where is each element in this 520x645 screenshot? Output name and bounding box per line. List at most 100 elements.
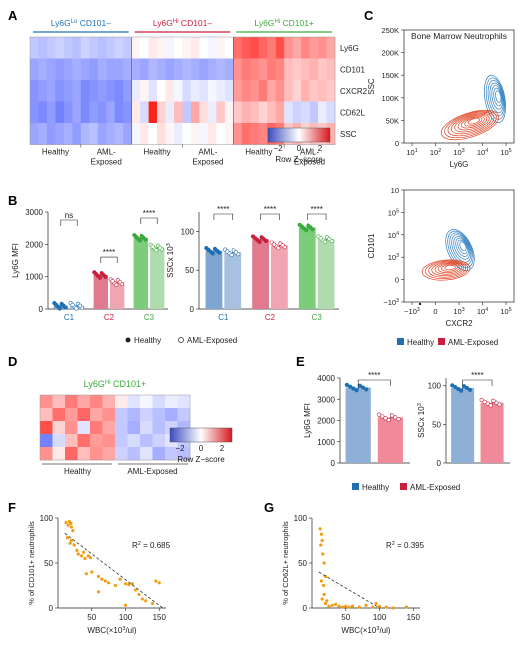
dot-aml — [150, 244, 155, 249]
legend-a-tick: −2 — [273, 144, 283, 153]
dot-healthy — [450, 383, 455, 388]
r2-label: R2 = 0.685 — [132, 541, 171, 550]
scatter-point — [144, 599, 148, 603]
heatmap-cell — [258, 37, 268, 59]
heatmap-x-label: AML- — [97, 148, 116, 157]
heatmap-cell — [182, 80, 192, 102]
significance-bracket — [213, 213, 234, 220]
heatmap-cell — [148, 123, 158, 145]
scatter-point — [123, 582, 128, 586]
heatmap-cell — [309, 80, 319, 102]
scatter-point — [357, 605, 361, 609]
dot-aml — [497, 402, 502, 407]
flow-top-xtick-label-sup: 5 — [509, 148, 512, 154]
heatmap-cell — [89, 80, 99, 102]
heatmap-cell — [97, 123, 107, 145]
dot-aml — [70, 302, 75, 307]
scatter-point — [364, 603, 368, 607]
x-tick-label: 50 — [341, 613, 350, 622]
heatmap-cell — [65, 421, 78, 435]
contour-aml — [444, 110, 497, 139]
trend-line — [318, 571, 380, 609]
heatmap-cell — [318, 37, 327, 59]
x-axis-label-tail: /ul) — [379, 626, 390, 635]
heatmap-cell — [207, 80, 217, 102]
scatter-point — [82, 550, 86, 554]
scatter-point — [150, 601, 155, 606]
heatmap-cell — [292, 37, 302, 59]
legend-d-title: Row Z−score — [177, 455, 225, 464]
dot-healthy — [453, 385, 458, 390]
flow-bottom-xtick-label-sup: 4 — [485, 307, 488, 313]
heatmap-cell — [102, 434, 116, 448]
legend-healthy-label: Healthy — [362, 483, 389, 492]
scatter-point — [75, 548, 79, 553]
heatmap-cell — [326, 80, 336, 102]
scatter-point — [66, 523, 70, 527]
heatmap-cell — [177, 395, 191, 409]
title-name: Ly6G — [84, 379, 105, 389]
scatter-point — [334, 602, 338, 607]
contour-healthy — [459, 241, 467, 252]
heatmap-cell — [165, 447, 178, 461]
heatmap-cell — [65, 395, 78, 409]
legend-healthy-swatch — [352, 483, 359, 490]
heatmap-cell — [52, 421, 66, 435]
heatmap-cell — [114, 80, 124, 102]
heatmap-cell — [55, 123, 65, 145]
dot-healthy — [101, 272, 106, 278]
contour-healthy — [483, 74, 507, 124]
event-dot — [418, 302, 422, 306]
scatter-point — [72, 543, 76, 547]
heatmap-cell — [38, 101, 48, 124]
heatmap-cell — [55, 101, 65, 124]
flow-bottom-ytick-label: 105 — [388, 208, 399, 217]
heatmap-cell — [123, 80, 132, 102]
dot-healthy — [257, 239, 262, 244]
scatter-point — [134, 588, 138, 592]
heatmap-cell — [80, 37, 90, 59]
heatmap-cell — [127, 434, 141, 448]
x-category-label: C3 — [144, 313, 155, 322]
contour-aml — [467, 117, 480, 125]
r2-label: R2 = 0.395 — [386, 541, 425, 550]
y-axis-label: Ly6G MFI — [303, 403, 312, 438]
heatmap-cell — [140, 58, 149, 81]
dot-aml — [77, 303, 83, 308]
scatter-point — [69, 521, 73, 526]
y-axis-label: SSCx 103 — [166, 243, 175, 278]
heatmap-cell — [157, 58, 166, 81]
heatmap-cell — [241, 123, 251, 145]
scatter-point — [127, 583, 131, 587]
dot-healthy — [464, 385, 470, 391]
dot-healthy — [467, 387, 473, 392]
heatmap-cell — [46, 123, 56, 145]
x-tick-label: 100 — [373, 613, 387, 622]
x-axis-label-base: WBC(×10 — [341, 626, 376, 635]
heatmap-cell — [318, 80, 327, 102]
scatter-point — [90, 570, 94, 574]
flow-bottom-ytick-label-base: 10 — [388, 208, 396, 217]
heatmap-cell — [131, 101, 141, 124]
heatmap-cell — [292, 58, 302, 81]
contour-aml — [431, 261, 465, 277]
y-tick-label: 0 — [49, 604, 54, 613]
y-tick-label: 0 — [331, 459, 336, 468]
scatter-point — [64, 520, 68, 525]
y-axis-label-sup: 3 — [417, 403, 423, 406]
heatmap-cell — [250, 80, 260, 102]
flow-bottom-xlabel: CXCR2 — [445, 319, 473, 328]
heatmap-cell — [233, 101, 243, 124]
r2-label-tail: = 0.685 — [141, 541, 171, 550]
heatmap-cell — [140, 101, 149, 124]
group-label-rest: CD101– — [77, 18, 111, 28]
dot-healthy — [344, 382, 349, 387]
heatmap-cell — [318, 58, 327, 81]
y-axis-label: Ly6G MFI — [11, 243, 20, 278]
scatter-point — [347, 605, 351, 609]
heatmap-cell — [165, 58, 175, 81]
heatmap-cell — [157, 123, 166, 145]
heatmap-cell — [114, 123, 124, 145]
contour-healthy — [455, 237, 469, 257]
dot-healthy — [304, 228, 309, 233]
